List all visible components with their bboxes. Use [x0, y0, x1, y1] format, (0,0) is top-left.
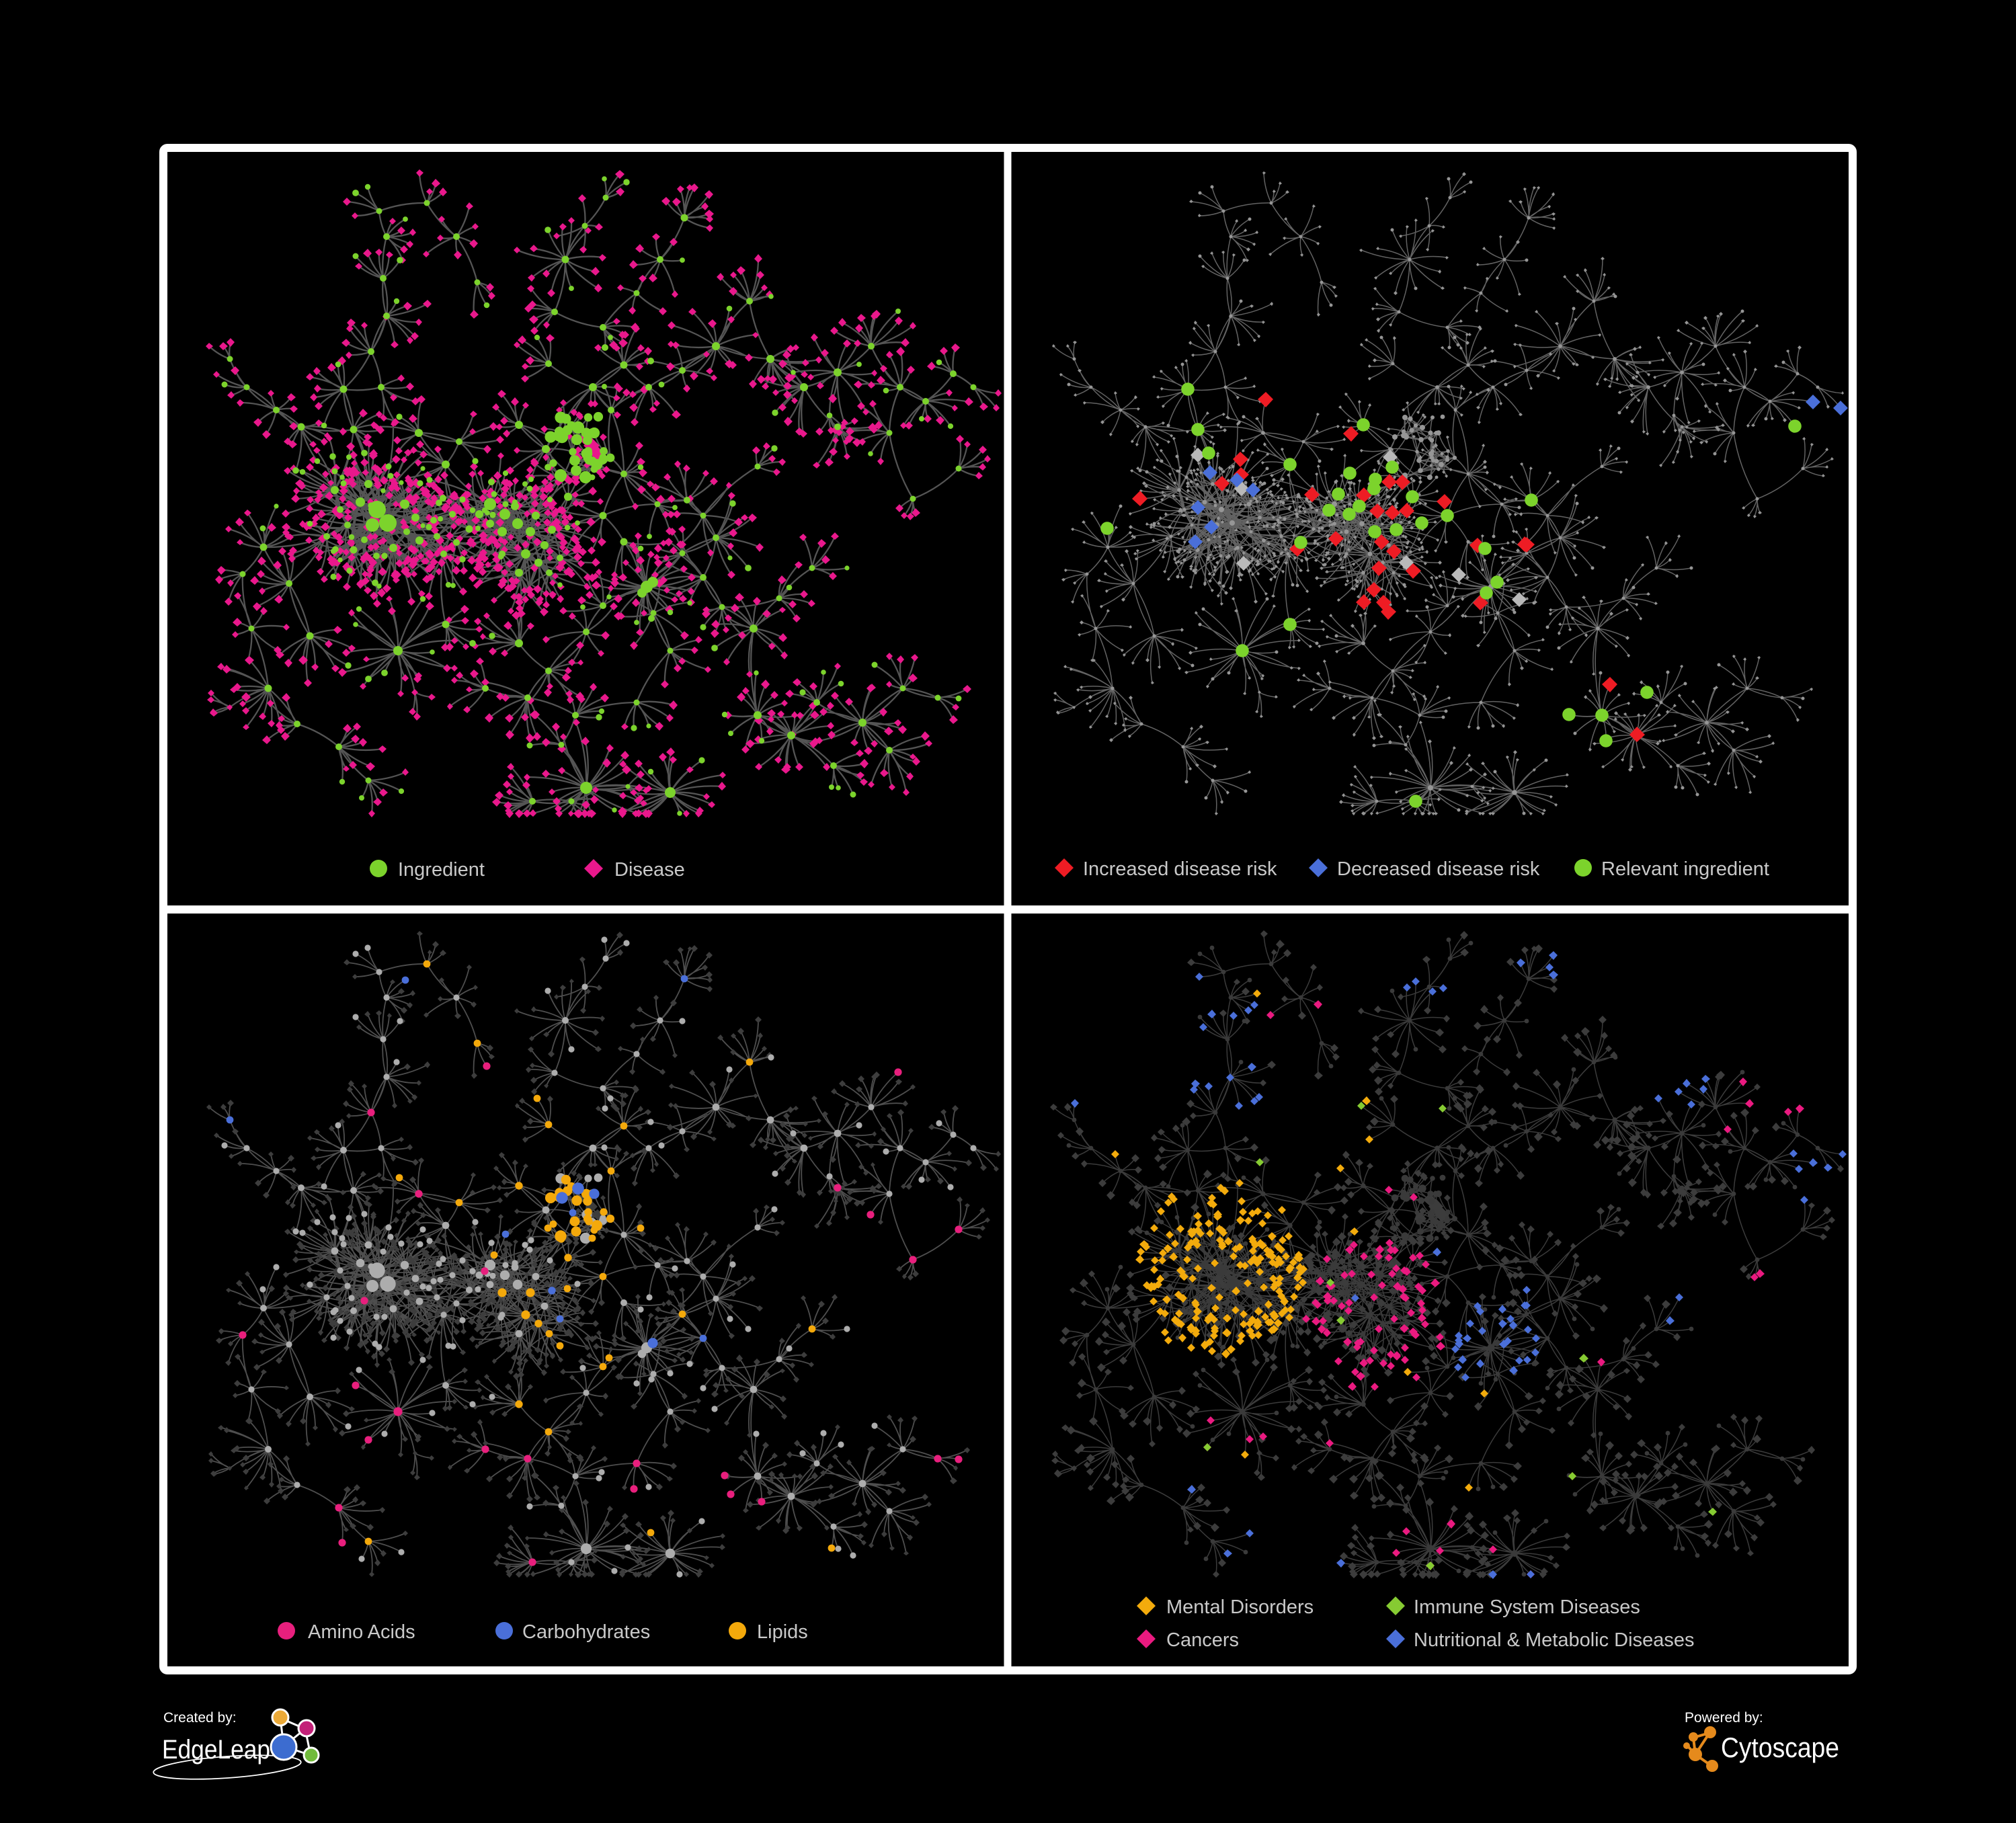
svg-text:Increased disease risk: Increased disease risk — [1083, 858, 1277, 880]
svg-text:Lipids: Lipids — [757, 1621, 808, 1643]
svg-text:Created by:: Created by: — [163, 1710, 237, 1726]
svg-text:Carbohydrates: Carbohydrates — [522, 1621, 650, 1643]
svg-text:Mental Disorders: Mental Disorders — [1166, 1596, 1314, 1618]
svg-text:Disease: Disease — [614, 859, 685, 881]
svg-text:Ingredient: Ingredient — [398, 859, 485, 881]
svg-text:Amino Acids: Amino Acids — [308, 1621, 415, 1643]
svg-text:EdgeLeap: EdgeLeap — [162, 1735, 270, 1765]
svg-text:Powered by:: Powered by: — [1685, 1710, 1763, 1726]
svg-text:Cytoscape: Cytoscape — [1721, 1732, 1839, 1763]
svg-text:Cancers: Cancers — [1166, 1629, 1239, 1651]
svg-text:Decreased disease risk: Decreased disease risk — [1337, 858, 1540, 880]
svg-text:Nutritional & Metabolic Diseas: Nutritional & Metabolic Diseases — [1414, 1629, 1694, 1651]
svg-text:Immune System Diseases: Immune System Diseases — [1414, 1596, 1640, 1618]
svg-text:Relevant ingredient: Relevant ingredient — [1601, 858, 1769, 880]
